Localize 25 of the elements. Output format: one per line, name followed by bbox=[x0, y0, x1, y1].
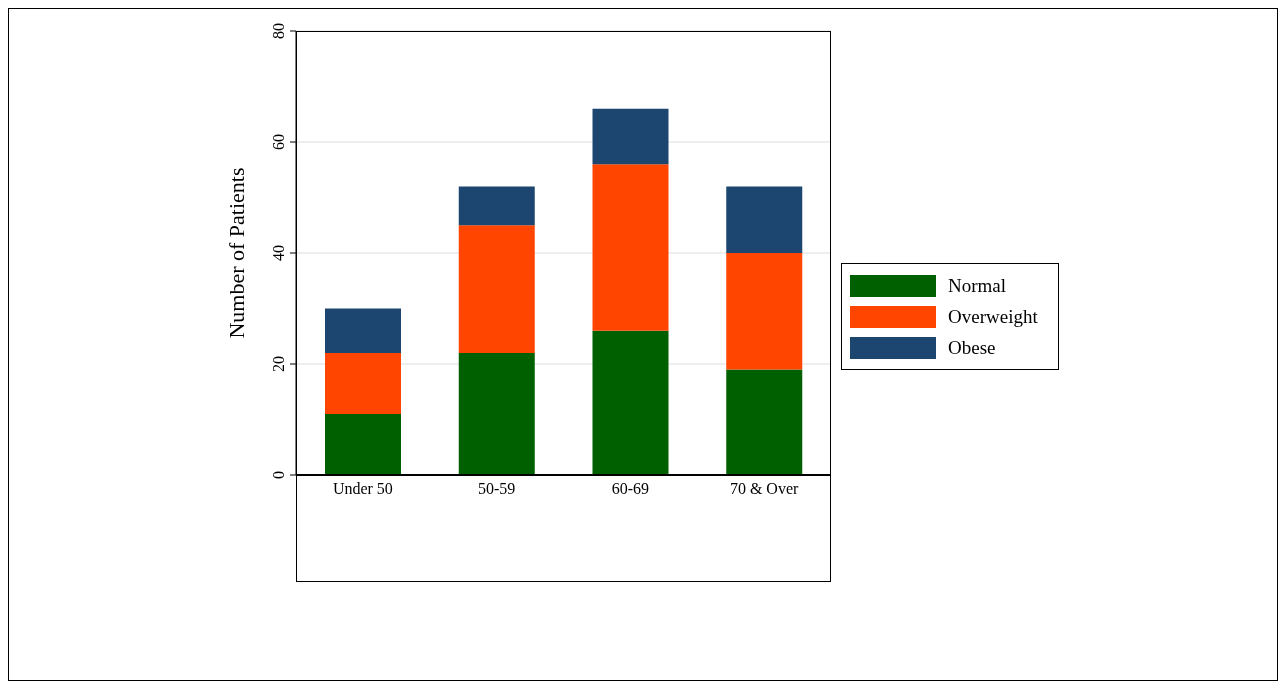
bar bbox=[592, 164, 669, 331]
x-tick-label: 70 & Over bbox=[729, 480, 800, 498]
bar bbox=[325, 308, 401, 353]
bar bbox=[592, 330, 669, 475]
legend-label: Obese bbox=[948, 336, 996, 359]
x-tick-label: Under 50 bbox=[332, 480, 393, 498]
y-tick-label: 60 bbox=[270, 134, 287, 150]
bar bbox=[458, 225, 535, 353]
legend-label: Normal bbox=[948, 274, 1007, 297]
bar bbox=[458, 186, 535, 226]
y-axis-title: Number of Patients bbox=[223, 167, 249, 339]
bar bbox=[458, 352, 535, 475]
x-tick-label: 50-59 bbox=[477, 480, 516, 498]
bar bbox=[726, 186, 803, 253]
bar bbox=[325, 352, 401, 414]
y-tick-label: 20 bbox=[270, 356, 287, 372]
bar bbox=[726, 369, 803, 475]
bar bbox=[325, 413, 401, 475]
legend-label: Overweight bbox=[948, 305, 1038, 328]
x-tick-label: 60-69 bbox=[611, 480, 650, 498]
bar bbox=[726, 253, 803, 370]
y-tick-label: 0 bbox=[270, 471, 287, 479]
y-tick-label: 40 bbox=[270, 245, 287, 261]
y-tick-label: 80 bbox=[270, 23, 287, 39]
bar bbox=[592, 108, 669, 165]
